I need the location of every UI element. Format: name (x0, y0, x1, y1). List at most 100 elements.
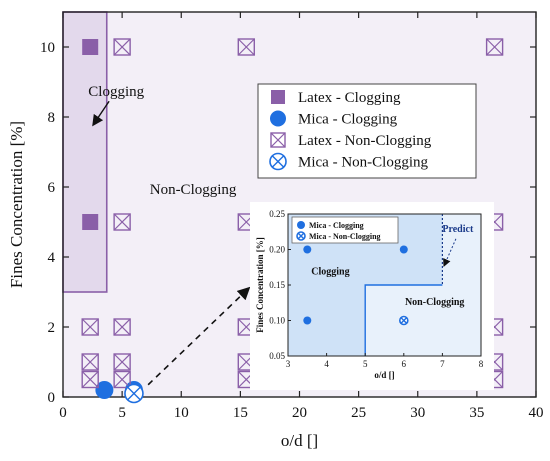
y-axis-title: Fines Concentration [%] (7, 121, 26, 288)
annotation-clogging: Clogging (88, 84, 144, 100)
inset-data-point-filled-circle (303, 316, 312, 325)
x-tick-label: 40 (529, 405, 544, 421)
inset-legend-box (291, 216, 399, 244)
legend-marker (271, 90, 285, 104)
data-point-crossed-square-box (237, 38, 255, 56)
inset-x-tick-label: 3 (286, 359, 291, 369)
data-point-crossed-square-box (113, 318, 131, 336)
inset-y-axis-title: Fines Concentration [%] (255, 237, 265, 333)
y-tick-label: 6 (48, 180, 56, 196)
legend-label: Latex - Non-Clogging (298, 133, 432, 149)
data-point-crossed-circle-diag-b (127, 386, 141, 401)
inset-legend-marker (297, 221, 305, 229)
legend-marker-diag-b (271, 155, 285, 168)
inset-x-tick-label: 4 (324, 359, 329, 369)
data-point-crossed-square-diag-b (81, 371, 99, 388)
data-point-crossed-square (113, 370, 131, 389)
inset-annotation-clogging: Clogging (311, 266, 349, 277)
data-point-crossed-square-diag-b (113, 318, 131, 336)
data-point-crossed-square (81, 370, 99, 389)
x-tick-label: 0 (59, 405, 67, 421)
x-tick-label: 5 (118, 405, 126, 421)
inset-legend-label: Mica - Non-Clogging (309, 232, 381, 241)
data-point-filled-square (82, 39, 99, 55)
data-point-crossed-square-diag-b (113, 371, 131, 388)
data-point-filled-square (82, 214, 99, 230)
y-tick-label: 4 (48, 250, 56, 266)
x-tick-label: 10 (174, 405, 189, 421)
annotation-arrow (92, 100, 110, 127)
data-point-crossed-square (81, 318, 99, 336)
legend-marker-diag-b (270, 132, 286, 148)
legend-label: Latex - Clogging (298, 90, 401, 106)
inset-y-tick-label: 0.25 (269, 209, 285, 219)
y-tick-label: 10 (40, 40, 55, 56)
inset-y-tick-label: 0.15 (269, 280, 285, 290)
y-tick-label: 2 (48, 320, 56, 336)
data-point-crossed-square (113, 213, 131, 231)
inset-legend-label: Mica - Clogging (309, 221, 364, 230)
data-point-filled-circle (95, 381, 114, 399)
data-point-crossed-square-box (81, 318, 99, 336)
inset-data-point-crossed-circle (398, 315, 409, 326)
inset-legend-marker-diag-b (297, 232, 305, 240)
inset-data-point-filled-circle (399, 245, 408, 254)
legend: Latex - Clogging Mica - Clogging Latex - N… (257, 83, 477, 179)
inset-y-tick-label: 0.20 (269, 245, 285, 255)
legend-marker (270, 132, 286, 148)
y-tick-label: 8 (48, 110, 56, 126)
inset-data-point-filled-circle (303, 245, 312, 254)
inset-legend-marker (296, 231, 306, 241)
data-point-crossed-square (113, 318, 131, 336)
data-point-crossed-square (81, 353, 99, 371)
data-point-crossed-square-diag-b (113, 353, 131, 371)
inset-data-point-crossed-circle-diag-b (400, 317, 408, 324)
legend-label: Mica - Clogging (298, 112, 398, 128)
data-point-crossed-square-box (81, 370, 99, 389)
x-axis-title: o/d [] (281, 431, 318, 450)
y-tick-label: 0 (48, 390, 56, 406)
inset-x-tick-label: 7 (440, 359, 445, 369)
data-point-crossed-circle (124, 383, 144, 404)
x-tick-label: 20 (292, 405, 307, 421)
data-point-crossed-square-box (485, 38, 504, 56)
x-tick-label: 30 (410, 405, 425, 421)
legend-marker-box (270, 132, 286, 148)
data-point-crossed-square (113, 353, 131, 371)
inset-boundary-line (364, 284, 443, 356)
inset-annotation-non-clogging: Non-Clogging (405, 297, 464, 308)
inset-x-tick-label: 6 (402, 359, 407, 369)
inset-x-tick-label: 8 (479, 359, 484, 369)
data-point-crossed-square-diag-b (113, 38, 131, 56)
data-point-crossed-square (113, 38, 131, 56)
legend-label: Mica - Non-Clogging (298, 155, 428, 171)
clogging-region (62, 11, 108, 293)
x-tick-label: 15 (233, 405, 248, 421)
data-point-crossed-square-diag-b (237, 38, 255, 56)
data-point-crossed-square-diag-b (486, 38, 504, 56)
data-point-crossed-square-diag-b (81, 318, 99, 336)
data-point-crossed-square-box (113, 370, 131, 389)
data-point-crossed-square-diag-b (113, 213, 131, 231)
data-point-crossed-square-box (113, 353, 131, 371)
inset-plot: 3 4 5 6 7 8 0.05 0.10 0.15 0.20 0.25 o/d [] Fines Co… (250, 202, 494, 390)
legend-marker (269, 152, 287, 171)
data-point-crossed-square-diag-b (81, 353, 99, 371)
data-point-crossed-square-box (113, 213, 131, 231)
x-tick-label: 35 (469, 405, 484, 421)
data-point-crossed-square (485, 38, 504, 56)
zoom-arrow (147, 286, 251, 386)
data-point-crossed-square (237, 38, 255, 56)
inset-annotation-predict: Predict (442, 224, 474, 235)
inset-x-tick-label: 5 (363, 359, 368, 369)
legend-marker (270, 110, 286, 127)
data-point-crossed-square-box (113, 38, 131, 56)
data-point-crossed-square-box (81, 353, 99, 371)
inset-y-tick-label: 0.10 (269, 316, 285, 326)
x-tick-label: 25 (351, 405, 366, 421)
inset-y-tick-label: 0.05 (269, 351, 285, 361)
legend-box (257, 83, 477, 179)
annotation-non-clogging: Non-Clogging (150, 182, 237, 198)
